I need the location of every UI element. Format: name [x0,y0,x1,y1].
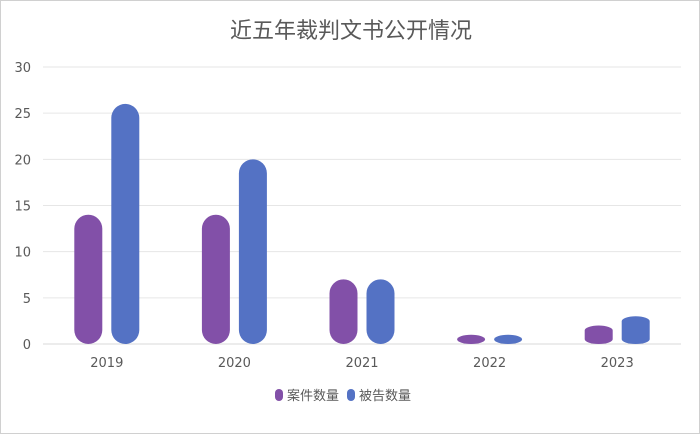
bar-案件数量-2019 [74,214,103,344]
legend: 案件数量 被告数量 [275,389,411,404]
y-tick-label: 5 [23,292,31,307]
bar-被告数量-2020 [238,159,267,344]
chart-title: 近五年裁判文书公开情况 [230,19,472,44]
x-tick-label: 2019 [90,356,123,371]
bar-案件数量-2020 [201,214,230,344]
bar-被告数量-2023 [621,316,650,344]
grid-lines [43,66,681,345]
x-tick-label: 2022 [473,356,506,371]
y-axis: 0 5 10 15 20 25 30 [14,61,31,353]
x-tick-label: 2023 [601,356,634,371]
x-axis: 2019 2020 2021 2022 2023 [90,356,633,371]
legend-swatch-案件数量 [275,389,283,401]
bar-案件数量-2021 [329,279,358,344]
bar-被告数量-2019 [111,103,140,344]
y-tick-label: 25 [14,107,31,122]
x-tick-label: 2020 [218,356,251,371]
bar-案件数量-2022 [457,334,486,344]
legend-label: 被告数量 [359,389,411,404]
y-tick-label: 20 [14,153,31,168]
y-tick-label: 0 [23,338,31,353]
bar-被告数量-2021 [366,279,395,344]
y-tick-label: 10 [14,246,31,261]
legend-swatch-被告数量 [347,389,355,401]
bars [74,103,650,344]
legend-label: 案件数量 [287,389,339,404]
bar-案件数量-2023 [584,325,613,344]
y-tick-label: 30 [14,61,31,76]
x-tick-label: 2021 [345,356,378,371]
y-tick-label: 15 [14,200,31,215]
bar-被告数量-2022 [494,334,523,344]
